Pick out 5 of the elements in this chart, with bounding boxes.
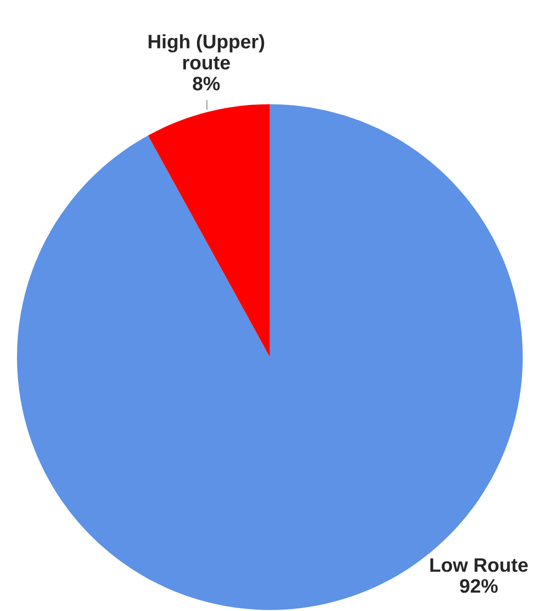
data-label: 8%: [192, 76, 220, 90]
slice-label: Low Route: [430, 558, 528, 572]
slice-label: High (Upper) route: [148, 34, 264, 70]
data-label: 92%: [460, 579, 498, 593]
pie-slice: [148, 104, 270, 358]
